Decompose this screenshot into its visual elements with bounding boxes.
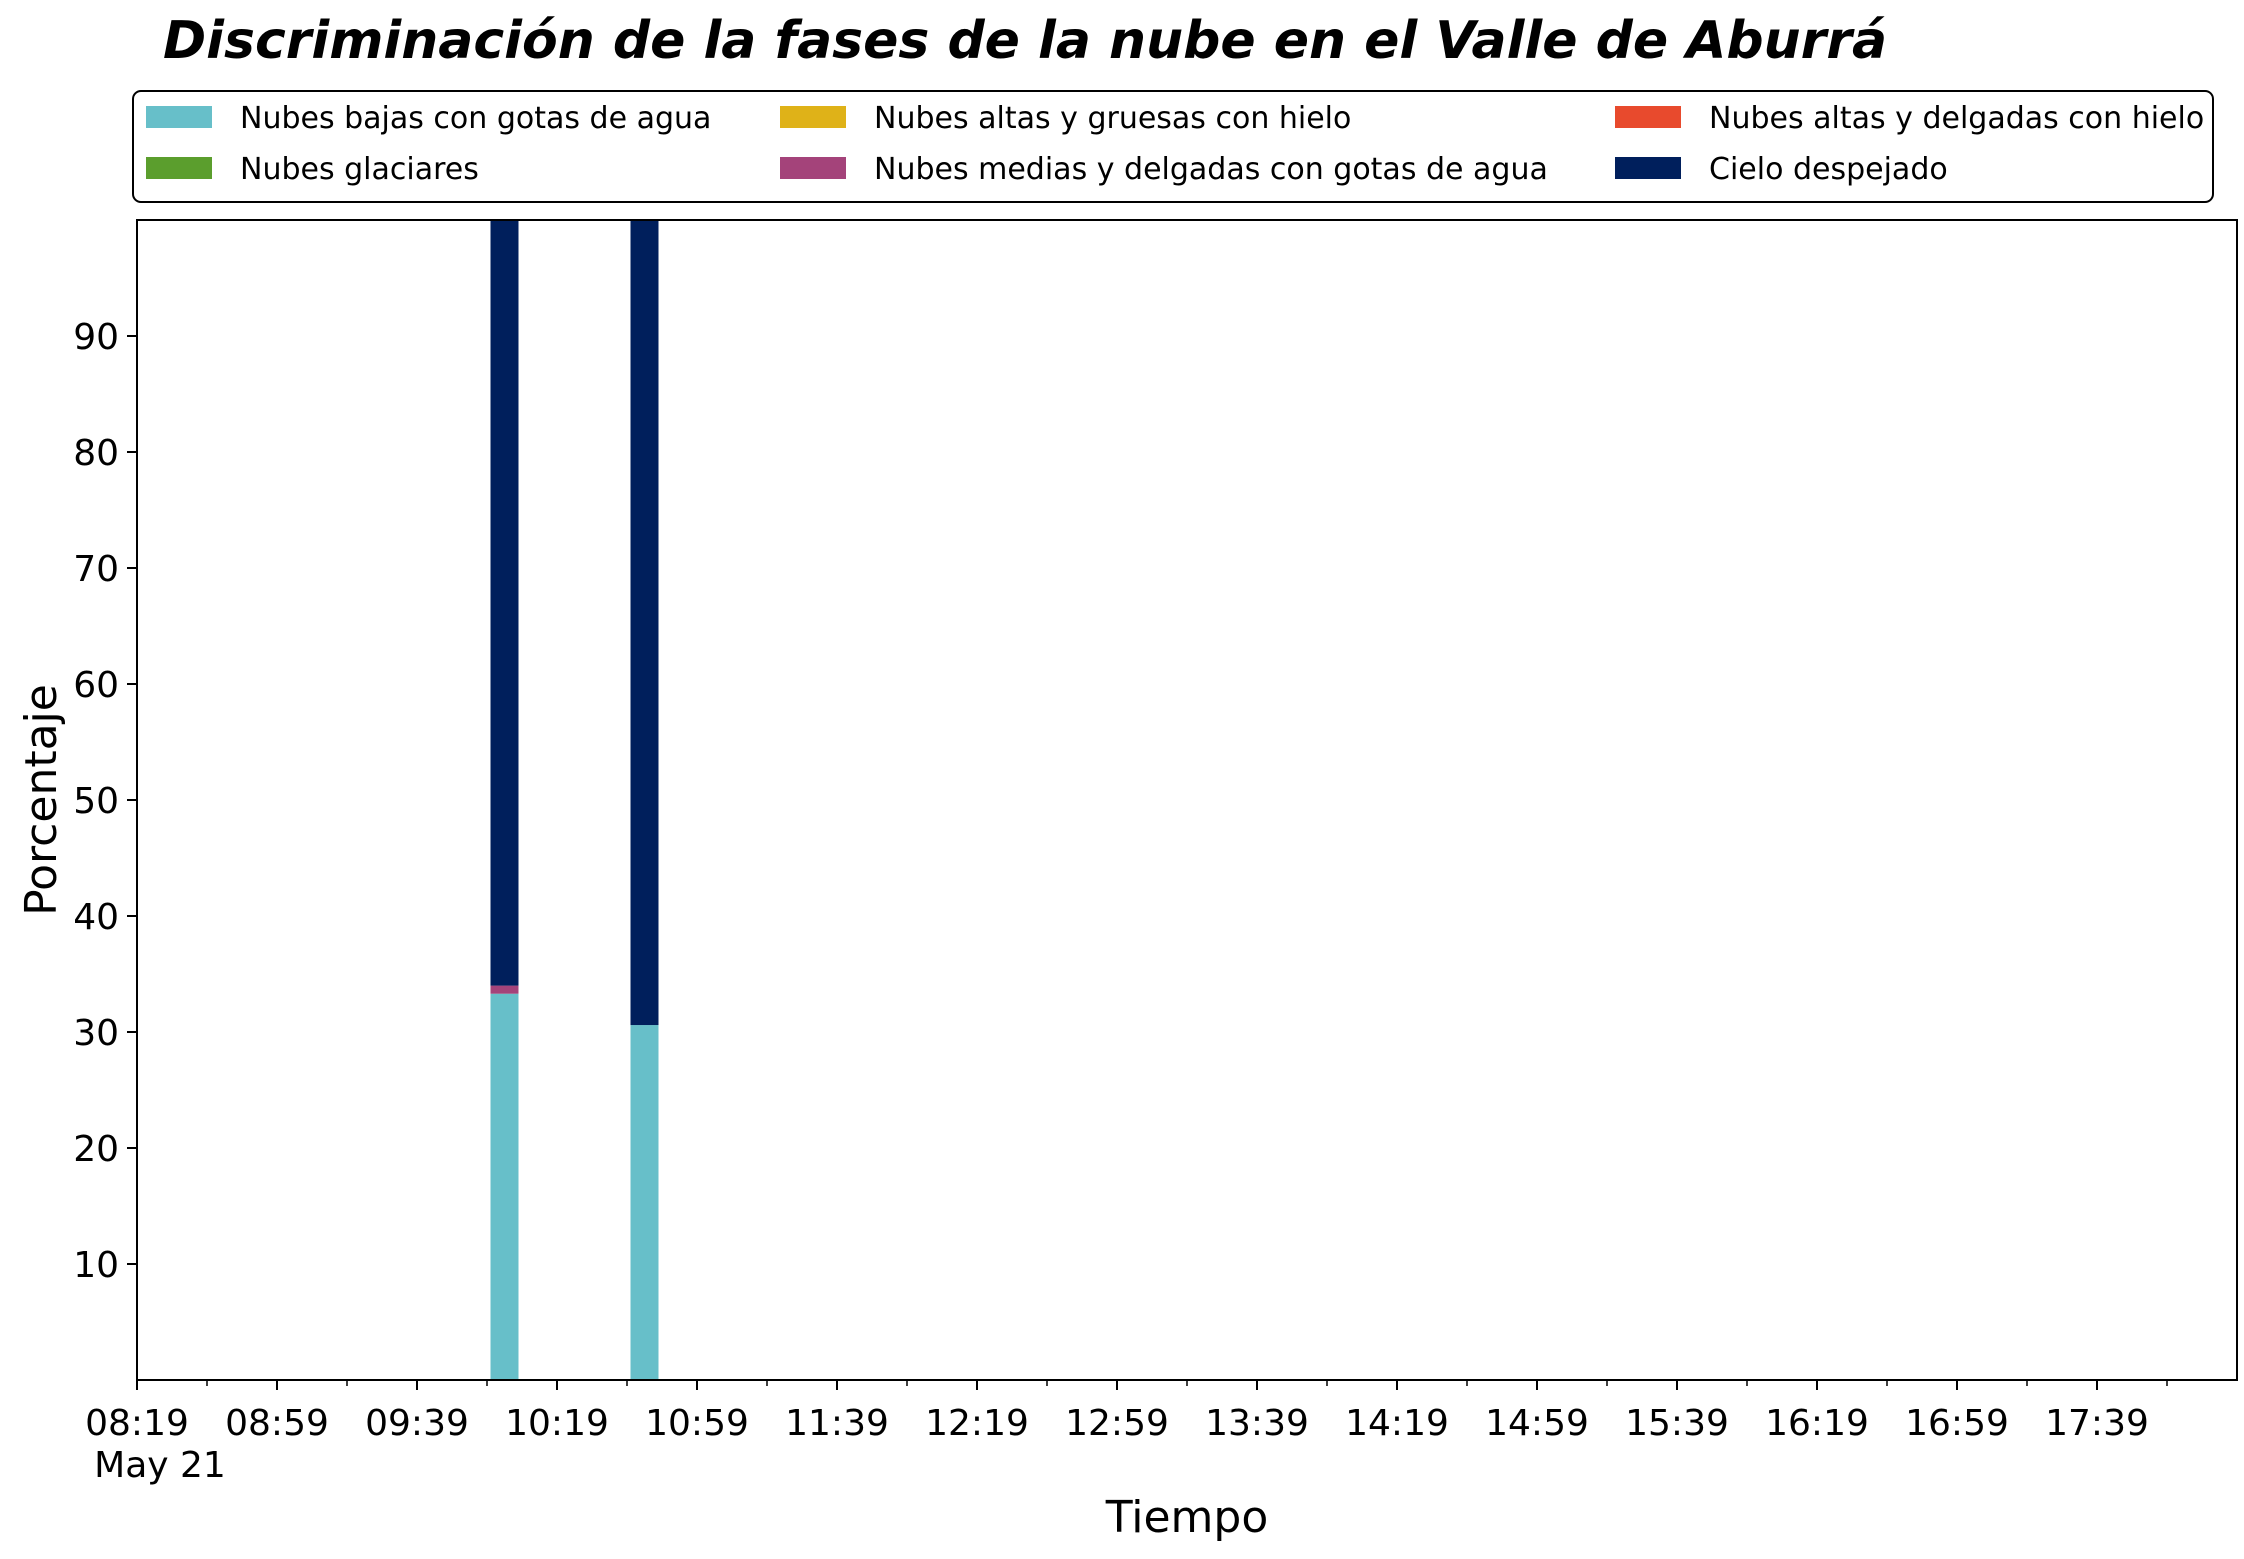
legend-label: Nubes medias y delgadas con gotas de agu… bbox=[874, 152, 1548, 187]
legend-label: Nubes bajas con gotas de agua bbox=[240, 101, 711, 136]
legend-swatch bbox=[146, 157, 212, 179]
bar-segment bbox=[490, 993, 519, 1380]
x-tick-label: 15:39 bbox=[1625, 1403, 1729, 1444]
legend-frame bbox=[132, 90, 2214, 203]
x-tick-label: 14:19 bbox=[1345, 1403, 1449, 1444]
y-axis-title: Porcentaje bbox=[16, 684, 67, 916]
x-tick-label: 16:59 bbox=[1905, 1403, 2009, 1444]
y-axis: 10 20 30 40 50 60 70 80 90 bbox=[73, 317, 137, 1286]
x-tick-label: 08:19 bbox=[85, 1403, 189, 1444]
y-tick-label: 70 bbox=[73, 549, 119, 590]
x-tick-label: 17:39 bbox=[2045, 1403, 2149, 1444]
plot-frame bbox=[136, 219, 2238, 1381]
x-axis-title: Tiempo bbox=[1105, 1492, 1269, 1543]
y-tick-label: 80 bbox=[73, 433, 119, 474]
y-tick-label: 10 bbox=[73, 1245, 119, 1286]
x-tick-label: 14:59 bbox=[1485, 1403, 1589, 1444]
x-tick-label: 10:59 bbox=[645, 1403, 749, 1444]
y-tick-label: 40 bbox=[73, 897, 119, 938]
y-tick-label: 50 bbox=[73, 781, 119, 822]
y-tick-label: 60 bbox=[73, 665, 119, 706]
y-tick-label: 90 bbox=[73, 317, 119, 358]
legend-label: Cielo despejado bbox=[1709, 152, 1948, 187]
x-tick-label: 16:19 bbox=[1765, 1403, 1869, 1444]
x-tick-label: 11:39 bbox=[785, 1403, 889, 1444]
x-tick-label: 10:19 bbox=[505, 1403, 609, 1444]
legend-swatch bbox=[1615, 106, 1681, 128]
legend-label: Nubes altas y gruesas con hielo bbox=[874, 101, 1351, 136]
x-tick-label: 12:19 bbox=[925, 1403, 1029, 1444]
legend: Nubes bajas con gotas de agua Nubes glaci… bbox=[132, 90, 2214, 203]
chart-title: Discriminación de la fases de la nube en… bbox=[163, 11, 1887, 71]
y-tick-label: 20 bbox=[73, 1129, 119, 1170]
x-tick-label: 13:39 bbox=[1205, 1403, 1309, 1444]
bar-segment bbox=[490, 220, 519, 986]
legend-swatch bbox=[146, 106, 212, 128]
legend-label: Nubes glaciares bbox=[240, 152, 479, 187]
x-tick-label: 09:39 bbox=[365, 1403, 469, 1444]
x-axis: 08:19 08:59 09:39 10:19 10:59 11:39 12:19 12:59… bbox=[85, 1380, 2168, 1444]
legend-label: Nubes altas y delgadas con hielo bbox=[1709, 101, 2204, 136]
bar-segment bbox=[630, 1025, 659, 1380]
x-axis-date-label: May 21 bbox=[94, 1445, 226, 1486]
legend-swatch bbox=[780, 106, 846, 128]
x-tick-label: 12:59 bbox=[1065, 1403, 1169, 1444]
bar-segment bbox=[490, 985, 519, 994]
legend-swatch bbox=[780, 157, 846, 179]
y-tick-label: 30 bbox=[73, 1013, 119, 1054]
legend-swatch bbox=[1615, 157, 1681, 179]
x-tick-label: 08:59 bbox=[225, 1403, 329, 1444]
plot-area bbox=[136, 219, 2238, 1381]
bar-segment bbox=[630, 220, 659, 1026]
